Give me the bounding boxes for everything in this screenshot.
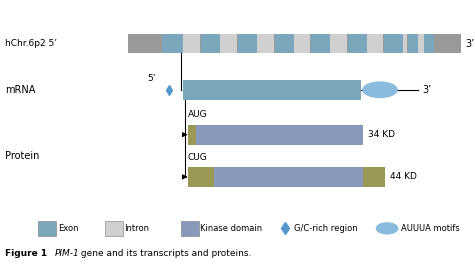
Bar bbox=[188, 125, 196, 144]
Bar bbox=[183, 80, 361, 100]
Bar bbox=[38, 221, 56, 235]
Bar bbox=[330, 34, 347, 53]
Text: 5’: 5’ bbox=[147, 74, 156, 83]
Bar bbox=[162, 34, 183, 53]
Bar bbox=[257, 34, 274, 53]
Bar bbox=[367, 34, 383, 53]
Bar bbox=[128, 34, 461, 53]
Bar bbox=[403, 34, 407, 53]
Text: AUG: AUG bbox=[188, 110, 207, 119]
Text: G/C-rich region: G/C-rich region bbox=[294, 224, 358, 233]
Bar bbox=[384, 34, 403, 53]
Text: 34 KD: 34 KD bbox=[368, 130, 395, 139]
Text: 3’: 3’ bbox=[423, 85, 432, 95]
Text: CUG: CUG bbox=[188, 153, 208, 162]
Text: Exon: Exon bbox=[58, 224, 78, 233]
Bar bbox=[188, 167, 214, 187]
Text: Kinase domain: Kinase domain bbox=[200, 224, 263, 233]
Bar bbox=[408, 34, 427, 53]
Bar bbox=[201, 34, 220, 53]
Bar bbox=[424, 34, 434, 53]
Bar bbox=[275, 34, 294, 53]
Text: Protein: Protein bbox=[5, 151, 39, 161]
Text: Intron: Intron bbox=[124, 224, 150, 233]
Ellipse shape bbox=[362, 81, 398, 98]
Bar bbox=[294, 34, 310, 53]
Bar bbox=[220, 34, 237, 53]
Bar bbox=[238, 34, 257, 53]
Bar bbox=[104, 221, 123, 235]
Bar bbox=[418, 34, 424, 53]
Text: 44 KD: 44 KD bbox=[390, 172, 417, 181]
Bar bbox=[311, 34, 330, 53]
Text: gene and its transcripts and proteins.: gene and its transcripts and proteins. bbox=[78, 249, 252, 258]
Bar bbox=[348, 34, 367, 53]
Bar bbox=[214, 167, 363, 187]
Text: PIM-1: PIM-1 bbox=[55, 249, 79, 258]
Text: hChr.6p2 5’: hChr.6p2 5’ bbox=[5, 39, 57, 48]
Ellipse shape bbox=[376, 222, 399, 234]
Text: mRNA: mRNA bbox=[5, 85, 35, 95]
Bar bbox=[196, 125, 363, 144]
Bar bbox=[183, 34, 200, 53]
Text: 3’: 3’ bbox=[466, 39, 475, 49]
Bar bbox=[363, 167, 385, 187]
Bar bbox=[180, 221, 199, 235]
Text: Figure 1: Figure 1 bbox=[5, 249, 47, 258]
Text: AUUUA motifs: AUUUA motifs bbox=[401, 224, 460, 233]
